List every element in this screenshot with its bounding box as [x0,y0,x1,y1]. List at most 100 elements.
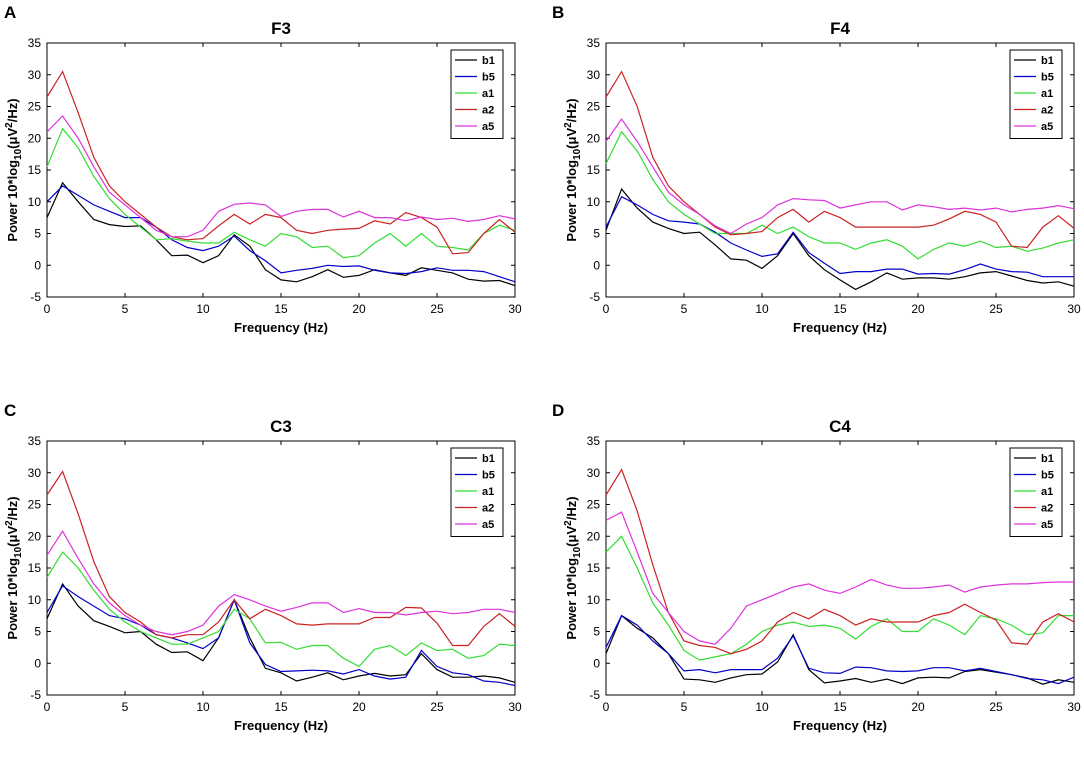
y-tick-label: 15 [28,561,42,575]
series-line-b1 [46,181,516,287]
legend-label-a2: a2 [482,105,494,117]
x-tick-label: 0 [44,700,51,714]
series-line-a2 [46,470,516,647]
x-axis-label: Frequency (Hz) [793,718,887,733]
panel-letter: C [4,401,16,420]
legend: b1 b5 a1 a2 a5 [450,49,504,139]
legend-box [1009,447,1063,537]
y-tick-label: 25 [28,498,42,512]
y-tick-label: 35 [28,434,42,448]
series-line-a1 [605,535,1074,661]
series-line-b1 [46,582,516,683]
x-tick-label: 30 [508,700,522,714]
y-tick-label: 25 [587,100,601,114]
legend: b1 b5 a1 a2 a5 [1009,49,1063,139]
y-tick-label: 20 [587,131,601,145]
series-line-a2 [605,70,1075,249]
legend-label-a2: a2 [1041,503,1053,515]
y-tick-label: 15 [28,163,42,177]
x-tick-label: 10 [196,700,210,714]
x-tick-label: 10 [196,302,210,316]
legend-box [450,447,504,537]
legend-label-b1: b1 [1041,453,1054,465]
y-tick-label: 30 [587,466,601,480]
y-tick-label: 0 [34,258,41,272]
chart-title: C4 [829,417,851,436]
legend-label-b5: b5 [482,72,495,84]
y-tick-label: -5 [589,290,600,304]
series-line-a1 [605,130,1075,260]
x-tick-label: 25 [430,302,444,316]
x-tick-label: 20 [911,302,925,316]
y-tick-label: 25 [28,100,42,114]
x-tick-label: 25 [989,302,1003,316]
legend-label-a1: a1 [1041,486,1053,498]
x-tick-label: 30 [1067,700,1081,714]
series-line-b5 [46,584,516,687]
y-tick-label: 5 [593,227,600,241]
x-tick-label: 20 [352,302,366,316]
x-tick-label: 15 [274,302,288,316]
y-tick-label: 5 [593,625,600,639]
y-tick-label: 30 [28,68,42,82]
y-tick-label: 5 [34,625,41,639]
y-axis-label: Power 10*log10(μV2/Hz) [563,496,583,639]
plot-area [46,42,516,298]
x-tick-label: 0 [603,302,610,316]
y-tick-label: -5 [30,688,41,702]
series-line-b1 [605,187,1075,291]
y-tick-label: 0 [593,258,600,272]
y-tick-label: 10 [587,195,601,209]
legend-box [1009,49,1063,139]
y-tick-label: 25 [587,498,601,512]
legend-label-a5: a5 [1041,519,1053,531]
x-tick-label: 5 [122,302,129,316]
y-tick-label: 35 [28,36,42,50]
legend-label-a2: a2 [482,503,494,515]
y-tick-label: 15 [587,561,601,575]
y-tick-label: -5 [589,688,600,702]
y-tick-label: 20 [587,529,601,543]
y-tick-label: -5 [30,290,41,304]
plot-area [605,42,1075,298]
chart-title: F4 [830,19,850,38]
y-axis-label: Power 10*log10(μV2/Hz) [563,98,583,241]
legend-label-a1: a1 [482,486,494,498]
x-tick-label: 10 [755,302,769,316]
legend-label-b5: b5 [1041,470,1054,482]
x-tick-label: 30 [1067,302,1081,316]
panel-letter: A [4,3,16,22]
y-tick-label: 0 [34,656,41,670]
legend: b1 b5 a1 a2 a5 [450,447,504,537]
x-axis-label: Frequency (Hz) [234,718,328,733]
chart-title: F3 [271,19,291,38]
series-line-a1 [46,551,516,668]
series-line-a5 [46,530,516,636]
y-tick-label: 10 [587,593,601,607]
legend-label-a5: a5 [482,519,494,531]
legend-label-a2: a2 [1041,105,1053,117]
y-tick-label: 10 [28,195,42,209]
x-tick-label: 5 [122,700,129,714]
series-line-b5 [605,195,1074,278]
series-line-a5 [605,511,1074,645]
y-tick-label: 20 [28,529,42,543]
legend-box [450,49,504,139]
x-tick-label: 0 [603,700,610,714]
x-tick-label: 25 [430,700,444,714]
legend-label-b5: b5 [1041,72,1054,84]
series-line-b5 [605,614,1075,685]
y-tick-label: 20 [28,131,42,145]
y-tick-label: 10 [28,593,42,607]
x-tick-label: 20 [352,700,366,714]
x-tick-label: 30 [508,302,522,316]
y-tick-label: 35 [587,36,601,50]
x-tick-label: 15 [833,302,847,316]
panel-letter: B [552,3,564,22]
x-axis-label: Frequency (Hz) [793,320,887,335]
series-line-a2 [605,468,1075,655]
plot-area [46,440,516,696]
